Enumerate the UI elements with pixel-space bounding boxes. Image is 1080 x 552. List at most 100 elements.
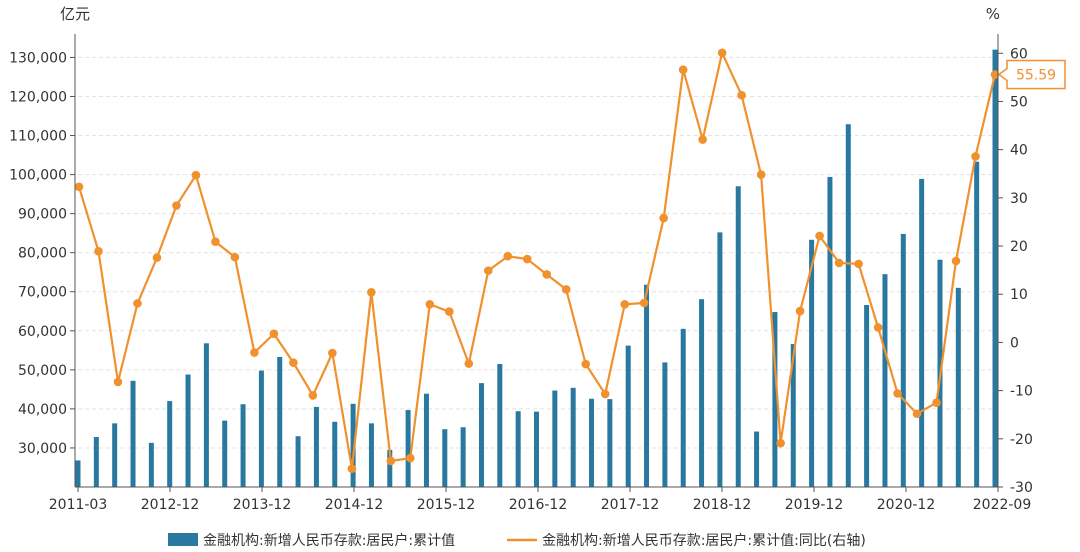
bar [295,436,301,487]
bar [277,356,283,487]
right-tick-label: 20 [1010,239,1028,255]
x-tick-label: 2013-12 [233,497,292,513]
axes [74,34,999,488]
line-point [542,270,552,279]
bar [552,390,558,487]
legend: 金融机构:新增人民币存款:居民户:累计值 金融机构:新增人民币存款:居民户:累计… [168,532,866,549]
line-point [406,453,415,463]
line-point [367,288,376,297]
bar [405,410,411,487]
line-point [211,237,220,247]
right-tick-label: 40 [1010,143,1028,159]
line-point [951,256,961,266]
bar [735,186,741,487]
left-tick-label: 90,000 [18,207,67,223]
line-point [308,391,318,400]
left-tick-label: 40,000 [18,402,67,418]
gridlines [78,56,998,449]
line-point [893,389,902,398]
line-point [425,300,435,309]
bar [112,423,118,487]
x-tick-label: 2017-12 [601,497,660,513]
bar [589,398,595,487]
right-tick-label: -20 [1010,432,1033,448]
line-point [347,464,357,473]
bar [974,161,980,487]
bar [790,344,796,487]
line-point [873,323,883,332]
left-tick-label: 80,000 [18,246,67,262]
line-point [756,170,766,180]
left-tick-label: 50,000 [18,363,67,379]
right-tick-label: -10 [1010,384,1033,400]
line-point [328,348,337,358]
line-point [289,358,298,367]
bar [570,387,576,487]
line-point [776,438,785,448]
bar [203,343,209,487]
bar [955,287,961,487]
bar-series [75,49,998,488]
line-point [444,307,454,316]
legend-line-label: 金融机构:新增人民币存款:居民户:累计值:同比(右轴) [542,532,866,549]
bar [625,345,631,487]
left-tick-label: 110,000 [9,129,67,145]
bar [332,421,338,487]
bar [167,401,173,487]
line-point [932,398,941,407]
line-point [620,300,630,309]
line-point [698,135,707,144]
line-point [269,329,279,339]
bar [534,411,539,487]
left-tick-label: 120,000 [9,89,67,105]
bar [644,284,650,487]
x-tick-label: 2019-12 [785,497,844,513]
left-tick-label: 60,000 [18,324,67,340]
right-axis-unit: % [986,5,1000,23]
x-tick-label: 2018-12 [693,497,752,513]
bar [75,460,81,487]
bar [900,233,906,487]
bar [754,431,760,487]
x-tick-label: 2011-03 [49,497,108,513]
line-point [503,251,513,261]
line-point [386,456,396,466]
line-point [230,252,240,262]
bar [680,328,686,487]
bar [387,449,393,487]
line-point [815,231,824,241]
x-tick-label: 2022-09 [973,497,1032,513]
line-point [737,90,746,100]
x-axis-ticks: 2011-03 2012-12 2013-12 2014-12 2015-12 2016-… [49,487,1032,513]
bar [442,429,448,487]
line-point [483,266,493,275]
bar [423,393,429,487]
bar [460,427,466,487]
bar [992,49,998,487]
bar [515,411,521,487]
bar [478,383,484,487]
right-tick-label: 0 [1010,335,1019,351]
line-point [561,285,571,294]
left-axis-unit: 亿元 [60,5,90,23]
legend-bar-swatch [168,533,198,546]
line-point [133,299,142,308]
callout-value: 55.59 [1016,68,1056,84]
line-point [522,254,532,264]
bar [313,406,319,487]
bar [130,380,136,487]
bar [350,403,356,487]
line-point [191,170,201,180]
line-point [94,247,103,256]
legend-bar-label: 金融机构:新增人民币存款:居民户:累计值 [203,532,455,549]
bar [222,420,228,487]
line-point [678,65,688,74]
callout-pointer [997,67,1008,83]
x-tick-label: 2012-12 [141,497,200,513]
bar [827,176,833,487]
bar [845,124,851,488]
line-point [250,348,259,357]
x-tick-label: 2020-12 [877,497,936,513]
x-tick-label: 2015-12 [417,497,476,513]
